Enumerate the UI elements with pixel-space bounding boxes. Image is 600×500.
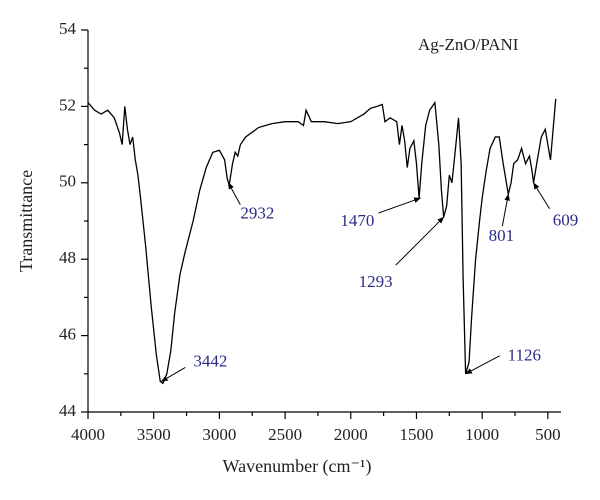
annotation-arrow — [160, 367, 186, 382]
annotation-label: 1293 — [359, 272, 393, 291]
annotation-arrow — [464, 355, 500, 375]
x-tick-label: 2500 — [268, 425, 302, 444]
annotation-label: 609 — [553, 211, 579, 230]
annotation-label: 2932 — [240, 204, 274, 223]
x-tick-label: 3000 — [202, 425, 236, 444]
y-tick-label: 52 — [59, 95, 76, 114]
y-tick-label: 46 — [59, 325, 76, 344]
annotation-label: 801 — [489, 226, 515, 245]
annotation-arrow — [378, 197, 422, 214]
annotation-label: 1470 — [340, 211, 374, 230]
x-tick-label: 3500 — [137, 425, 171, 444]
x-axis-label: Wavenumber (cm⁻¹) — [223, 456, 372, 477]
spectrum-line — [87, 98, 557, 385]
x-tick-label: 500 — [535, 425, 561, 444]
legend-label: Ag-ZnO/PANI — [418, 35, 519, 54]
x-tick-label: 1500 — [399, 425, 433, 444]
annotation-arrow — [501, 193, 510, 227]
annotation-arrow — [533, 182, 550, 210]
x-tick-label: 2000 — [334, 425, 368, 444]
y-tick-label: 54 — [59, 19, 77, 38]
x-tick-label: 1000 — [465, 425, 499, 444]
y-axis-label: Transmittance — [16, 170, 36, 272]
y-tick-label: 48 — [59, 248, 76, 267]
annotation-label: 3442 — [193, 351, 227, 370]
y-tick-label: 44 — [59, 401, 77, 420]
annotation-arrow — [227, 182, 241, 206]
annotation-label: 1126 — [508, 346, 541, 365]
annotation-arrow — [395, 216, 445, 266]
x-tick-label: 4000 — [71, 425, 105, 444]
y-tick-label: 50 — [59, 172, 76, 191]
